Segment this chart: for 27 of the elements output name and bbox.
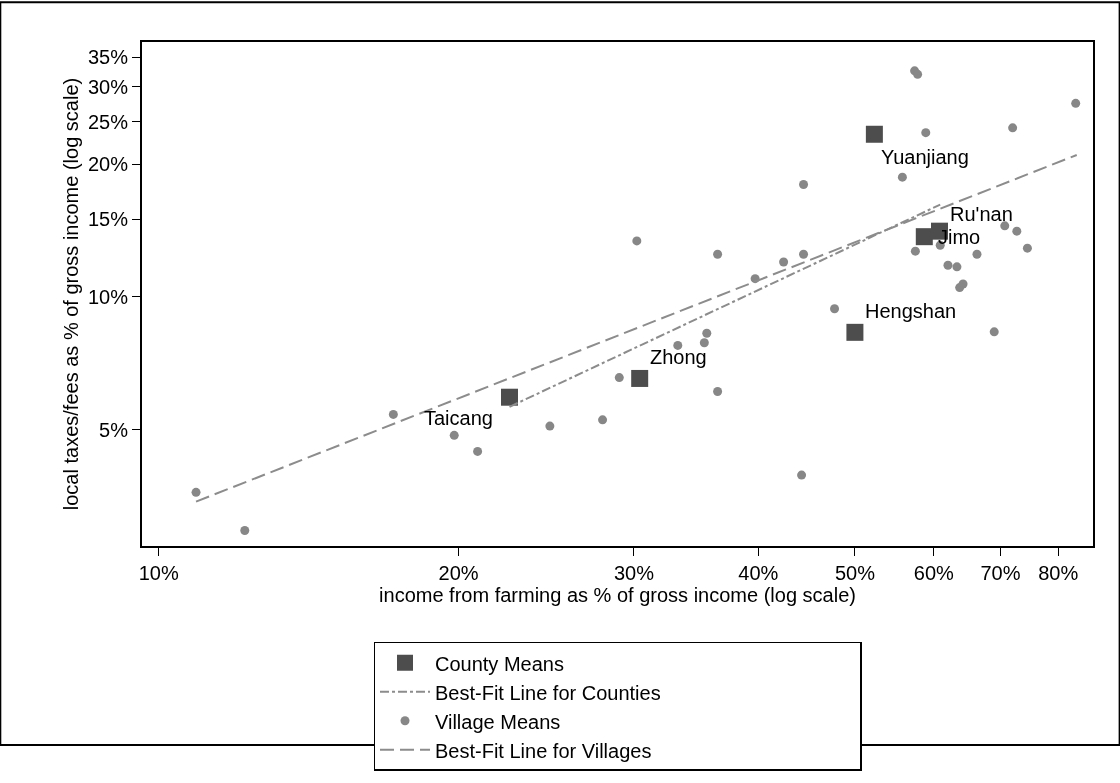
legend-label: County Means [435, 652, 564, 675]
legend-label: Village Means [435, 710, 561, 733]
annotation: Zhong [650, 346, 707, 368]
x-tick-label: 50% [834, 562, 876, 584]
y-tick-label: 15% [87, 208, 129, 231]
y-tick-label: 30% [87, 75, 129, 98]
x-axis-title: income from farming as % of gross income (log scale) [379, 584, 856, 606]
x-tick-label: 70% [980, 562, 1021, 584]
annotation: Jimo [938, 226, 981, 248]
y-axis-title: local taxes/fees as % of gross income (log scale) [59, 77, 82, 511]
annotation: Hengshan [865, 300, 957, 322]
legend-label: Best-Fit Line for Villages [435, 739, 652, 762]
annotation: Taicang [424, 407, 493, 429]
annotation: Yuanjiang [881, 146, 969, 168]
x-tick-label: 20% [438, 562, 479, 584]
x-tick-label: 10% [138, 562, 179, 584]
y-tick-label: 10% [87, 285, 129, 308]
x-tick-label: 40% [738, 562, 779, 584]
x-tick-label: 30% [613, 562, 655, 584]
x-tick-label: 80% [1038, 562, 1079, 584]
legend-label: Best-Fit Line for Counties [435, 681, 661, 704]
x-tick-label: 60% [913, 562, 955, 584]
annotation: Ru'nan [950, 203, 1013, 225]
y-tick-label: 20% [87, 153, 129, 176]
y-tick-label: 35% [87, 46, 129, 69]
y-tick-label: 25% [87, 110, 129, 133]
y-tick-label: 5% [99, 418, 129, 441]
